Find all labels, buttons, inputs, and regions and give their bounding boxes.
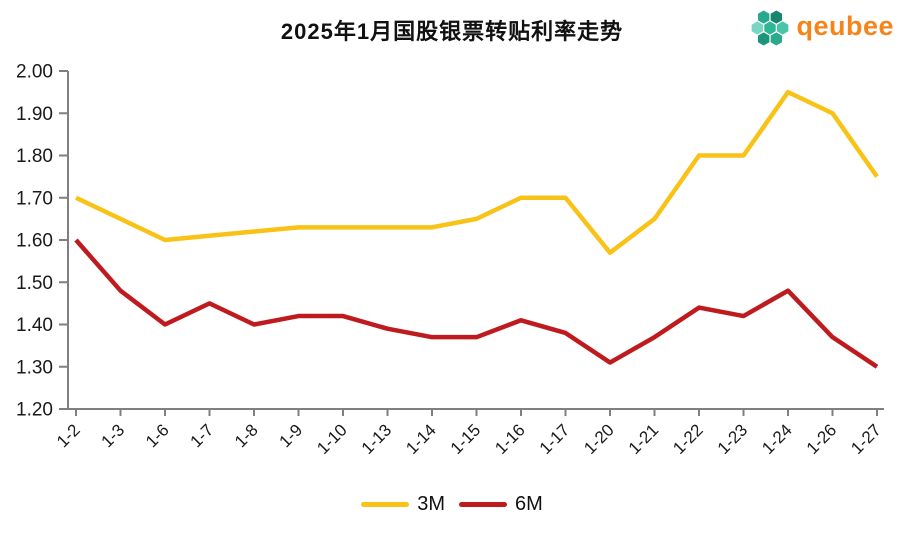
- logo-hexagon: [758, 10, 770, 24]
- legend-item-3m: 3M: [361, 493, 445, 516]
- y-axis-tick-label: 2.00: [16, 62, 53, 83]
- logo-hexagon: [752, 21, 764, 35]
- logo-hexagon: [777, 21, 789, 35]
- x-axis-tick-label: 1-24: [758, 420, 795, 457]
- series-line-6m: [74, 238, 879, 369]
- x-axis-tick-label: 1-10: [313, 420, 350, 457]
- x-axis-tick-label: 1-7: [187, 420, 218, 451]
- logo-hexagon: [764, 21, 777, 35]
- y-axis-tick-label: 1.70: [16, 188, 53, 209]
- qeubee-hexagon-logo-icon: [752, 10, 789, 46]
- legend-item-6m: 6M: [459, 493, 543, 516]
- legend-label-3m: 3M: [417, 492, 445, 515]
- x-axis-tick-label: 1-8: [231, 420, 262, 451]
- y-axis-tick-label: 1.30: [16, 357, 53, 378]
- x-axis-tick-label: 1-17: [536, 420, 573, 457]
- chart-legend: 3M 6M: [0, 484, 904, 524]
- x-axis-tick-label: 1-16: [491, 420, 528, 457]
- x-axis-tick-label: 1-23: [714, 420, 751, 457]
- x-axis-tick-label: 1-20: [580, 420, 617, 457]
- x-axis-tick-label: 1-27: [847, 420, 884, 457]
- x-axis-tick-label: 1-14: [402, 420, 439, 457]
- y-axis-tick-label: 1.40: [16, 315, 53, 336]
- y-axis-tick-label: 1.90: [16, 104, 53, 125]
- chart-title: 2025年1月国股银票转贴利率走势: [280, 19, 624, 44]
- logo-hexagon: [771, 10, 783, 24]
- brand-logo-text: qeubee: [796, 10, 894, 41]
- x-axis-tick-label: 1-22: [669, 420, 706, 457]
- legend-swatch-3m: [361, 501, 410, 507]
- legend-swatch-6m: [459, 501, 507, 507]
- x-axis-tick-label: 1-26: [803, 420, 840, 457]
- x-axis-tick-label: 1-13: [358, 420, 395, 457]
- series-line-3m: [75, 89, 879, 255]
- x-axis-tick-label: 1-9: [276, 420, 307, 451]
- legend-label-6m: 6M: [515, 492, 543, 515]
- y-axis-tick-label: 1.80: [16, 146, 53, 167]
- logo-hexagon: [771, 32, 783, 46]
- x-axis-tick-label: 1-6: [142, 420, 173, 451]
- x-axis-tick-label: 1-2: [53, 420, 84, 451]
- x-axis-tick-label: 1-21: [625, 420, 662, 457]
- x-axis-tick-label: 1-3: [98, 420, 129, 451]
- y-axis-tick-label: 1.20: [16, 400, 53, 421]
- x-axis-tick-label: 1-15: [447, 420, 484, 457]
- brand-logo: qeubee: [748, 6, 894, 50]
- logo-hexagon: [758, 32, 770, 46]
- y-axis-tick-label: 1.60: [16, 231, 53, 252]
- y-axis-tick-label: 1.50: [16, 273, 53, 294]
